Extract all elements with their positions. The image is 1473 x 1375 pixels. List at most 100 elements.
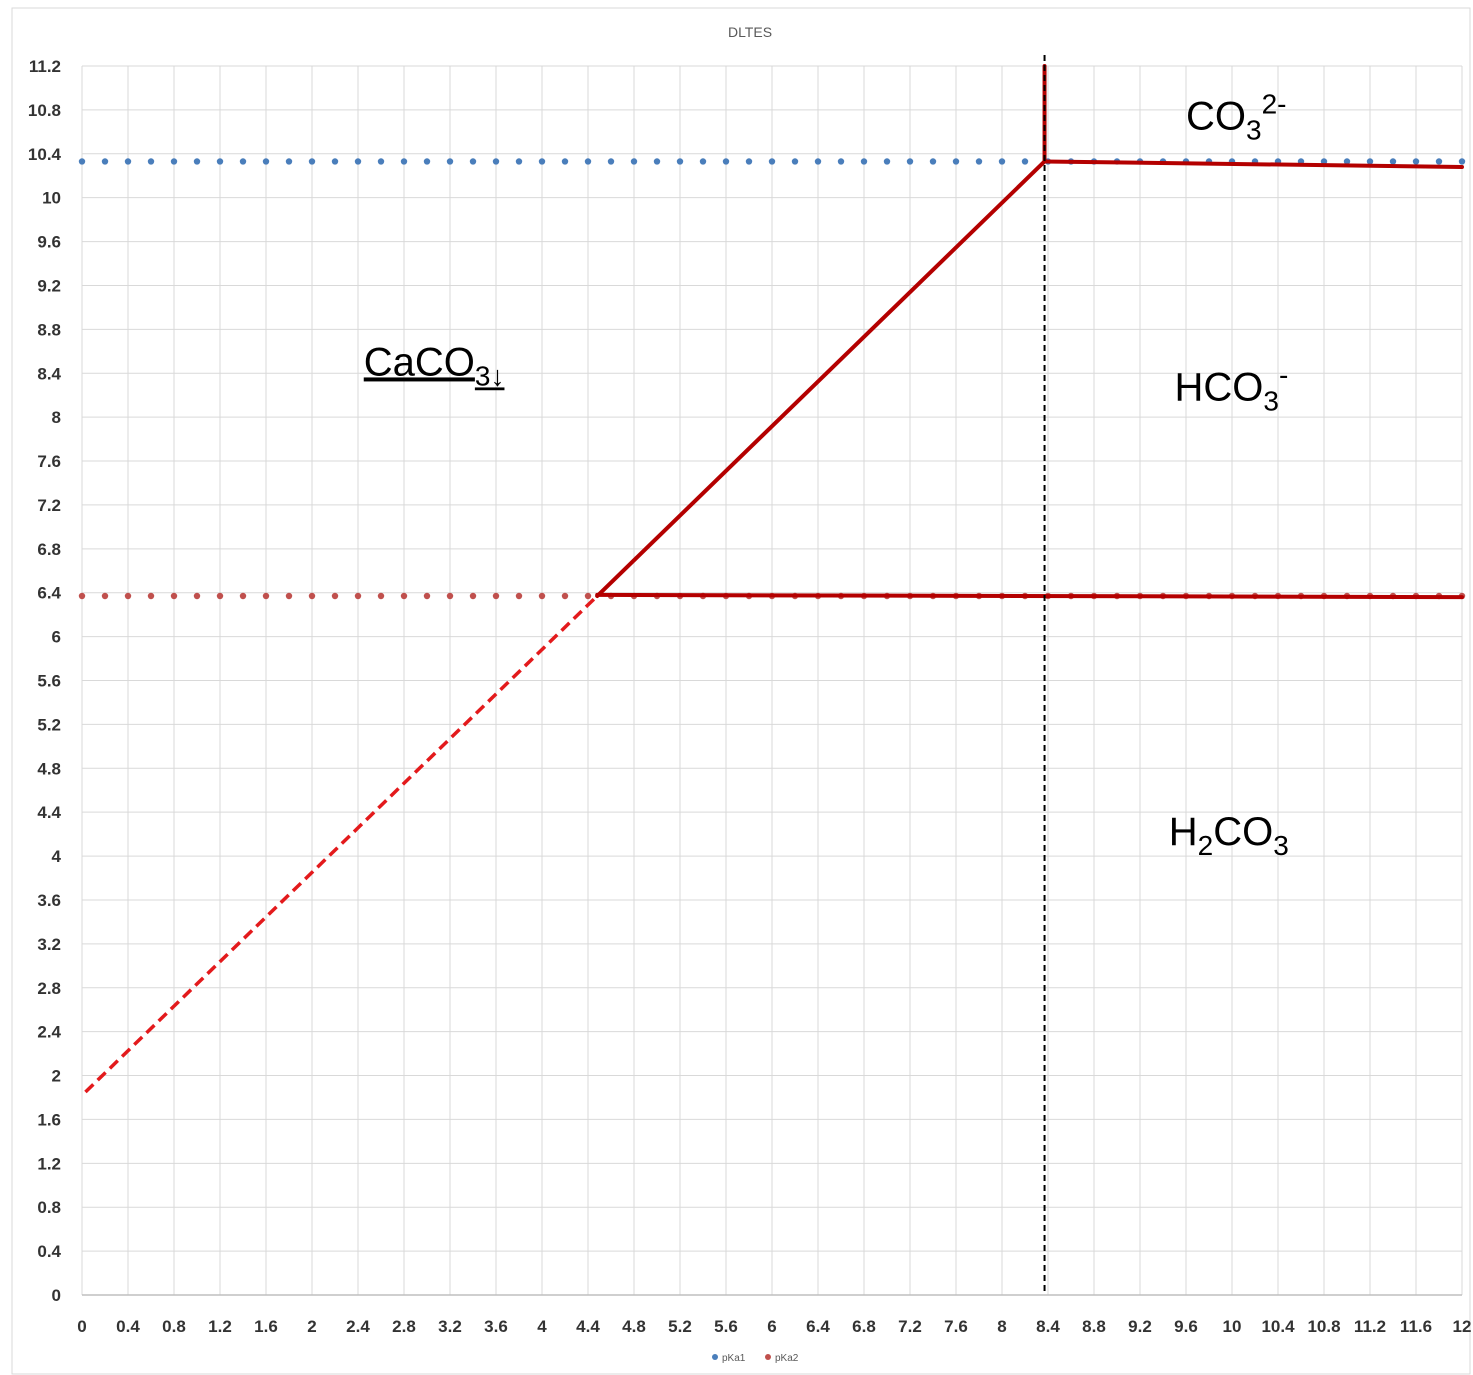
data-point-pKa1 <box>216 158 224 165</box>
x-tick-label: 4.8 <box>622 1317 646 1336</box>
x-tick-label: 0.8 <box>162 1317 186 1336</box>
x-tick-label: 6.8 <box>852 1317 876 1336</box>
x-tick-label: 4 <box>537 1317 547 1336</box>
data-point-pKa1 <box>400 158 408 165</box>
data-point-pKa1 <box>791 158 799 165</box>
y-tick-label: 8.8 <box>37 320 61 339</box>
data-point-pKa2 <box>515 592 523 600</box>
x-tick-label: 5.6 <box>714 1317 738 1336</box>
y-tick-label: 1.6 <box>37 1110 61 1129</box>
data-point-pKa1 <box>630 158 638 165</box>
x-tick-label: 10 <box>1223 1317 1242 1336</box>
x-tick-label: 4.4 <box>576 1317 600 1336</box>
y-tick-label: 6.8 <box>37 540 61 559</box>
data-point-pKa1 <box>469 158 477 165</box>
x-tick-label: 1.2 <box>208 1317 232 1336</box>
data-point-pKa1 <box>308 158 316 165</box>
data-point-pKa2 <box>216 592 224 600</box>
data-point-pKa1 <box>446 158 454 165</box>
data-point-pKa1 <box>883 158 891 165</box>
data-point-pKa1 <box>423 158 431 165</box>
data-point-pKa2 <box>308 592 316 600</box>
data-point-pKa1 <box>975 158 983 165</box>
x-tick-label: 2.8 <box>392 1317 416 1336</box>
data-point-pKa2 <box>377 592 385 600</box>
x-tick-label: 10.4 <box>1261 1317 1295 1336</box>
x-tick-label: 7.2 <box>898 1317 922 1336</box>
data-point-pKa1 <box>538 158 546 165</box>
y-tick-label: 8.4 <box>37 364 61 383</box>
legend-label-pKa1: pKa1 <box>722 1353 746 1364</box>
x-tick-label: 9.6 <box>1174 1317 1198 1336</box>
data-point-pKa2 <box>262 592 270 600</box>
y-tick-label: 1.2 <box>37 1154 61 1173</box>
data-point-pKa1 <box>1366 158 1374 165</box>
y-tick-label: 2 <box>52 1067 61 1086</box>
overlay-lines <box>84 55 1464 1295</box>
y-tick-label: 7.2 <box>37 496 61 515</box>
y-tick-label: 0.8 <box>37 1198 61 1217</box>
region-label-caco3: CaCO3↓ <box>364 340 505 391</box>
data-point-pKa1 <box>377 158 385 165</box>
data-point-pKa2 <box>331 592 339 600</box>
x-tick-label: 11.6 <box>1400 1317 1432 1336</box>
x-tick-label: 12 <box>1453 1317 1472 1336</box>
x-tick-label: 2.4 <box>346 1317 370 1336</box>
data-point-pKa2 <box>193 592 201 600</box>
data-point-pKa1 <box>124 158 132 165</box>
data-point-pKa2 <box>446 592 454 600</box>
data-point-pKa1 <box>193 158 201 165</box>
x-tick-label: 0 <box>77 1317 86 1336</box>
data-point-pKa1 <box>906 158 914 165</box>
data-point-pKa1 <box>1343 158 1351 165</box>
data-point-pKa1 <box>768 158 776 165</box>
data-point-pKa1 <box>170 158 178 165</box>
solid-lower-horizontal <box>595 592 1464 600</box>
y-tick-label: 2.8 <box>37 979 61 998</box>
x-tick-label: 11.2 <box>1354 1317 1386 1336</box>
x-tick-label: 6.4 <box>806 1317 830 1336</box>
x-tick-label: 8.8 <box>1082 1317 1106 1336</box>
data-point-pKa1 <box>1435 158 1443 165</box>
data-point-pKa2 <box>584 592 592 600</box>
x-tick-label: 0.4 <box>116 1317 140 1336</box>
y-tick-label: 4.8 <box>37 759 61 778</box>
region-label-hco3: HCO3- <box>1175 360 1289 417</box>
legend-label-pKa2: pKa2 <box>775 1353 799 1364</box>
chart-title: DLTES <box>728 24 772 40</box>
x-tick-label: 7.6 <box>944 1317 968 1336</box>
data-point-pKa1 <box>78 158 86 165</box>
x-tick-label: 5.2 <box>668 1317 692 1336</box>
y-tick-label: 0 <box>52 1286 61 1305</box>
y-tick-label: 5.6 <box>37 672 61 691</box>
y-tick-label: 10.8 <box>28 101 61 120</box>
y-tick-label: 11.2 <box>29 57 61 76</box>
data-point-pKa1 <box>699 158 707 165</box>
data-point-pKa1 <box>1412 158 1420 165</box>
legend-marker-pKa2 <box>765 1354 771 1360</box>
data-point-pKa1 <box>745 158 753 165</box>
data-point-pKa1 <box>722 158 730 165</box>
data-point-pKa2 <box>124 592 132 600</box>
data-point-pKa2 <box>285 592 293 600</box>
data-point-pKa1 <box>515 158 523 165</box>
data-point-pKa2 <box>170 592 178 600</box>
y-tick-label: 3.6 <box>37 891 61 910</box>
data-point-pKa1 <box>952 158 960 165</box>
data-point-pKa1 <box>1389 158 1397 165</box>
data-point-pKa2 <box>147 592 155 600</box>
x-tick-label: 6 <box>767 1317 776 1336</box>
data-point-pKa2 <box>239 592 247 600</box>
region-label-h2co3: H2CO3 <box>1169 810 1289 861</box>
data-point-pKa1 <box>262 158 270 165</box>
y-tick-label: 10 <box>42 189 61 208</box>
data-point-pKa1 <box>1320 158 1328 165</box>
data-point-pKa1 <box>1021 158 1029 165</box>
y-tick-label: 6 <box>52 628 61 647</box>
y-tick-label: 5.2 <box>37 715 61 734</box>
data-point-pKa2 <box>538 592 546 600</box>
y-tick-label: 8 <box>52 408 61 427</box>
x-tick-label: 8.4 <box>1036 1317 1060 1336</box>
data-point-pKa1 <box>101 158 109 165</box>
solid-upper-horizontal <box>1042 159 1464 169</box>
